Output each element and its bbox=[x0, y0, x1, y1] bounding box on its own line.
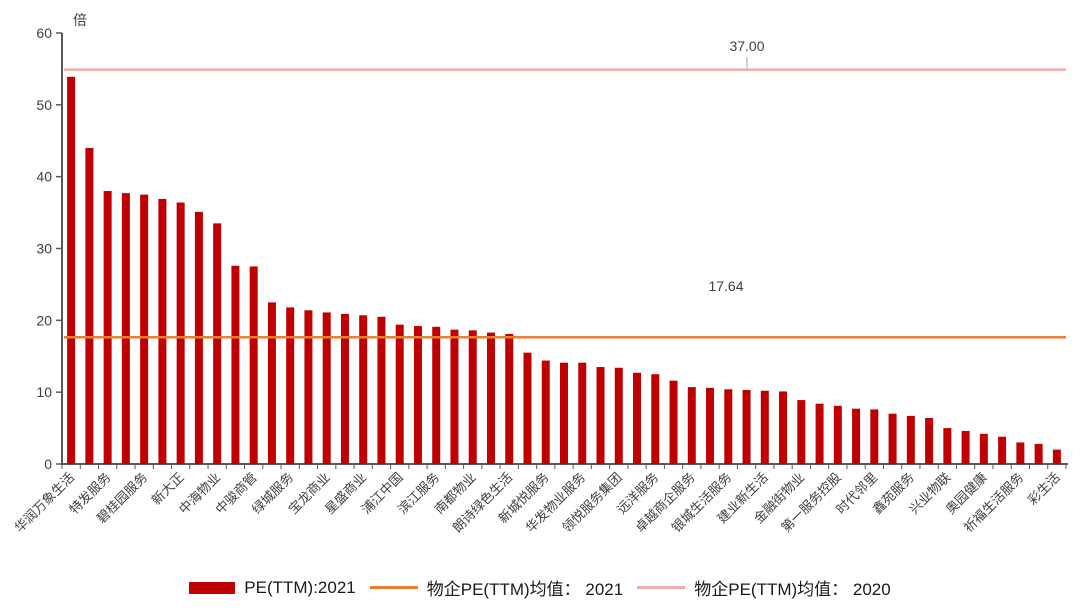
pe-bar bbox=[249, 266, 258, 464]
pe-bar bbox=[322, 312, 331, 464]
pe-bar bbox=[121, 193, 130, 464]
legend-item-avg-2021: 物企PE(TTM)均值： 2021 bbox=[369, 575, 624, 600]
pe-bar bbox=[267, 302, 276, 464]
pe-bar bbox=[67, 76, 76, 465]
pe-bar bbox=[523, 352, 532, 464]
pe-bar bbox=[943, 428, 952, 464]
pe-bar bbox=[158, 198, 167, 464]
pe-ttm-bar-chart: 倍0102030405060华润万象生活特发服务碧桂园服务新大正中海物业中骏商管… bbox=[11, 12, 1068, 536]
pe-bar bbox=[979, 433, 988, 464]
pe-bar bbox=[468, 330, 477, 464]
pe-bar bbox=[304, 310, 313, 464]
pe-bar bbox=[140, 194, 149, 464]
pe-bar bbox=[815, 403, 824, 464]
pe-bar bbox=[870, 409, 879, 464]
pe-bar bbox=[760, 390, 769, 464]
pe-bar bbox=[286, 307, 295, 464]
pe-bar bbox=[633, 372, 642, 464]
pe-bar bbox=[432, 326, 441, 464]
chart-legend: PE(TTM):2021 物企PE(TTM)均值： 2021 物企PE(TTM)… bbox=[0, 575, 1080, 600]
pe-bar bbox=[560, 362, 568, 464]
pe-bar bbox=[998, 436, 1007, 464]
pe-bar bbox=[377, 316, 386, 464]
legend-label-avg-2021: 物企PE(TTM)均值： 2021 bbox=[426, 580, 624, 599]
category-label: 华润万象生活 bbox=[11, 470, 77, 536]
pe-bar bbox=[596, 367, 605, 464]
pe-bar bbox=[395, 324, 404, 464]
pe-bar bbox=[486, 332, 495, 464]
pe-bar bbox=[85, 147, 94, 464]
pe-bar bbox=[413, 326, 422, 464]
pe-bar bbox=[578, 362, 587, 464]
legend-orange-line-swatch-icon bbox=[369, 586, 418, 589]
y-axis-tick-label: 50 bbox=[36, 97, 52, 113]
reference-line-value-label: 37.00 bbox=[729, 38, 764, 54]
pe-bar bbox=[742, 390, 751, 464]
pe-bar bbox=[1016, 442, 1025, 464]
pe-bar bbox=[651, 374, 660, 464]
legend-bar-swatch-icon bbox=[189, 581, 236, 594]
y-axis-tick-label: 40 bbox=[36, 169, 52, 185]
category-label: 彩生活 bbox=[1025, 470, 1063, 508]
legend-item-avg-2020: 物企PE(TTM)均值： 2020 bbox=[637, 575, 891, 600]
legend-label-pe-2021: PE(TTM):2021 bbox=[244, 577, 356, 597]
y-axis-tick-label: 20 bbox=[36, 312, 52, 328]
y-axis-tick-label: 60 bbox=[36, 25, 52, 41]
pe-bar bbox=[852, 408, 861, 464]
legend-pink-line-swatch-icon bbox=[637, 586, 686, 589]
pe-bar bbox=[906, 415, 915, 464]
pe-bar bbox=[103, 191, 112, 465]
pe-bar bbox=[669, 380, 678, 464]
pe-bar bbox=[614, 367, 623, 464]
y-axis-tick-label: 0 bbox=[44, 456, 52, 472]
pe-bar bbox=[450, 329, 459, 464]
pe-bar bbox=[961, 430, 970, 464]
pe-bar bbox=[687, 387, 696, 464]
pe-bar bbox=[779, 391, 788, 464]
y-axis-tick-label: 10 bbox=[36, 384, 52, 400]
y-axis-unit-label: 倍 bbox=[73, 12, 87, 28]
pe-bar bbox=[359, 315, 368, 464]
pe-bar bbox=[340, 313, 349, 464]
pe-bar bbox=[925, 418, 934, 464]
pe-bar bbox=[213, 223, 222, 464]
pe-bar bbox=[231, 265, 240, 464]
pe-bar bbox=[505, 333, 514, 464]
pe-bar bbox=[541, 360, 550, 464]
legend-item-pe-2021: PE(TTM):2021 bbox=[189, 577, 356, 598]
pe-bar bbox=[797, 400, 806, 464]
pe-bar bbox=[724, 389, 733, 464]
reference-line-value-label: 17.64 bbox=[708, 278, 743, 294]
pe-bar bbox=[1052, 449, 1061, 464]
pe-bar bbox=[706, 387, 715, 464]
legend-label-avg-2020: 物企PE(TTM)均值： 2020 bbox=[694, 580, 891, 599]
y-axis-tick-label: 30 bbox=[36, 241, 52, 257]
pe-bar bbox=[888, 413, 897, 464]
pe-bar bbox=[1034, 443, 1043, 464]
pe-bar bbox=[833, 405, 842, 464]
pe-bar bbox=[176, 202, 185, 464]
